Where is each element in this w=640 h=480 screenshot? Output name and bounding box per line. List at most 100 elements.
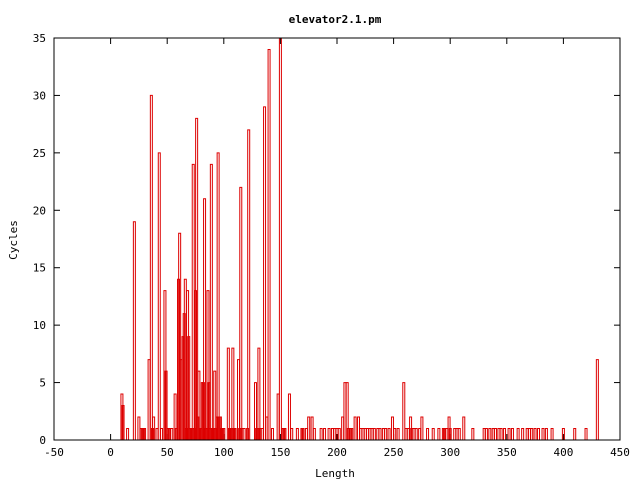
bar	[206, 290, 210, 440]
bar	[541, 428, 545, 440]
bar	[544, 428, 548, 440]
bar	[265, 416, 269, 440]
bar	[121, 405, 125, 440]
bar	[499, 428, 503, 440]
bar	[327, 428, 331, 440]
bar	[237, 359, 241, 440]
bar	[260, 428, 264, 440]
x-tick-label: 0	[107, 446, 114, 459]
x-axis-label: Length	[315, 467, 355, 480]
bar	[213, 370, 217, 440]
bar	[525, 428, 529, 440]
bar	[343, 382, 347, 440]
bar	[132, 221, 136, 440]
bar	[278, 37, 282, 440]
y-tick-label: 10	[33, 319, 46, 332]
bar	[455, 428, 459, 440]
bar	[155, 428, 159, 440]
bar	[361, 428, 365, 440]
bar	[384, 428, 388, 440]
bar	[310, 416, 314, 440]
x-tick-label: 100	[214, 446, 234, 459]
bar	[484, 428, 488, 440]
bar	[516, 428, 520, 440]
bar	[222, 428, 226, 440]
bar	[414, 428, 418, 440]
axis-ticks: -50 0 50 100 150 200 250 300 350 400 4500510152025…	[33, 32, 630, 459]
bar	[157, 152, 161, 440]
bar	[312, 428, 316, 440]
bar	[239, 186, 243, 440]
bar	[186, 290, 190, 440]
bar	[482, 428, 486, 440]
bar	[376, 428, 380, 440]
y-tick-label: 25	[33, 147, 46, 160]
bar	[143, 428, 147, 440]
bar	[431, 428, 435, 440]
bar	[595, 359, 599, 440]
bar	[437, 428, 441, 440]
bar	[462, 416, 466, 440]
bar	[267, 48, 271, 440]
bar	[345, 382, 349, 440]
x-tick-label: 450	[610, 446, 630, 459]
bar	[319, 428, 323, 440]
bar	[276, 393, 280, 440]
bar	[257, 347, 261, 440]
x-tick-label: 400	[553, 446, 573, 459]
bar	[226, 347, 230, 440]
bar	[497, 428, 501, 440]
bar	[381, 428, 385, 440]
bar	[396, 428, 400, 440]
bar	[530, 428, 534, 440]
bar	[160, 428, 164, 440]
bar	[263, 106, 267, 440]
bar	[445, 428, 449, 440]
bar	[363, 428, 367, 440]
bar	[527, 428, 531, 440]
x-tick-label: 350	[497, 446, 517, 459]
bar	[453, 428, 457, 440]
bar	[420, 416, 424, 440]
bar	[359, 428, 363, 440]
bar	[372, 428, 376, 440]
bar	[521, 428, 525, 440]
bar	[402, 382, 406, 440]
bar	[247, 129, 251, 440]
x-tick-label: 250	[384, 446, 404, 459]
bar	[366, 428, 370, 440]
bar	[406, 428, 410, 440]
bar	[242, 428, 246, 440]
bars-group	[120, 37, 599, 440]
bar	[510, 428, 514, 440]
y-tick-label: 30	[33, 89, 46, 102]
bar	[370, 428, 374, 440]
bar	[404, 428, 408, 440]
y-tick-label: 5	[39, 377, 46, 390]
bar	[368, 428, 372, 440]
bar	[173, 393, 177, 440]
bar	[126, 428, 130, 440]
bar	[287, 393, 291, 440]
x-tick-label: 300	[440, 446, 460, 459]
x-tick-label: 150	[270, 446, 290, 459]
bar	[195, 117, 199, 440]
bar	[203, 198, 207, 440]
bar	[390, 416, 394, 440]
bar	[357, 416, 361, 440]
bar	[197, 370, 201, 440]
bar	[301, 428, 305, 440]
bar	[149, 94, 153, 440]
x-tick-label: 50	[161, 446, 174, 459]
bar	[507, 428, 511, 440]
bar	[290, 428, 294, 440]
bar	[307, 416, 311, 440]
bar	[170, 428, 174, 440]
y-tick-label: 15	[33, 262, 46, 275]
x-tick-label: -50	[44, 446, 64, 459]
bar	[550, 428, 554, 440]
y-axis-label: Cycles	[7, 220, 20, 260]
bar	[503, 428, 507, 440]
x-tick-label: 200	[327, 446, 347, 459]
